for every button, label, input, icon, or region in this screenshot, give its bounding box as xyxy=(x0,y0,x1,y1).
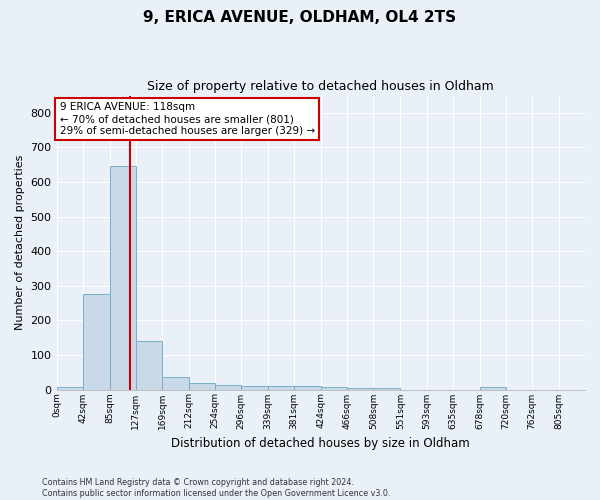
Bar xyxy=(294,386,321,390)
Bar xyxy=(56,386,83,390)
Text: 9 ERICA AVENUE: 118sqm
← 70% of detached houses are smaller (801)
29% of semi-de: 9 ERICA AVENUE: 118sqm ← 70% of detached… xyxy=(59,102,315,136)
Bar xyxy=(347,388,373,390)
Bar xyxy=(136,341,162,390)
Text: Contains HM Land Registry data © Crown copyright and database right 2024.
Contai: Contains HM Land Registry data © Crown c… xyxy=(42,478,391,498)
Bar xyxy=(215,384,241,390)
Bar xyxy=(479,386,506,390)
Bar xyxy=(268,386,294,390)
Bar xyxy=(162,378,189,390)
Title: Size of property relative to detached houses in Oldham: Size of property relative to detached ho… xyxy=(148,80,494,93)
Bar xyxy=(241,386,268,390)
Bar xyxy=(321,386,347,390)
Bar xyxy=(189,382,215,390)
Bar xyxy=(373,388,400,390)
Text: 9, ERICA AVENUE, OLDHAM, OL4 2TS: 9, ERICA AVENUE, OLDHAM, OL4 2TS xyxy=(143,10,457,25)
Bar xyxy=(83,294,110,390)
Y-axis label: Number of detached properties: Number of detached properties xyxy=(15,155,25,330)
X-axis label: Distribution of detached houses by size in Oldham: Distribution of detached houses by size … xyxy=(172,437,470,450)
Bar xyxy=(110,166,136,390)
